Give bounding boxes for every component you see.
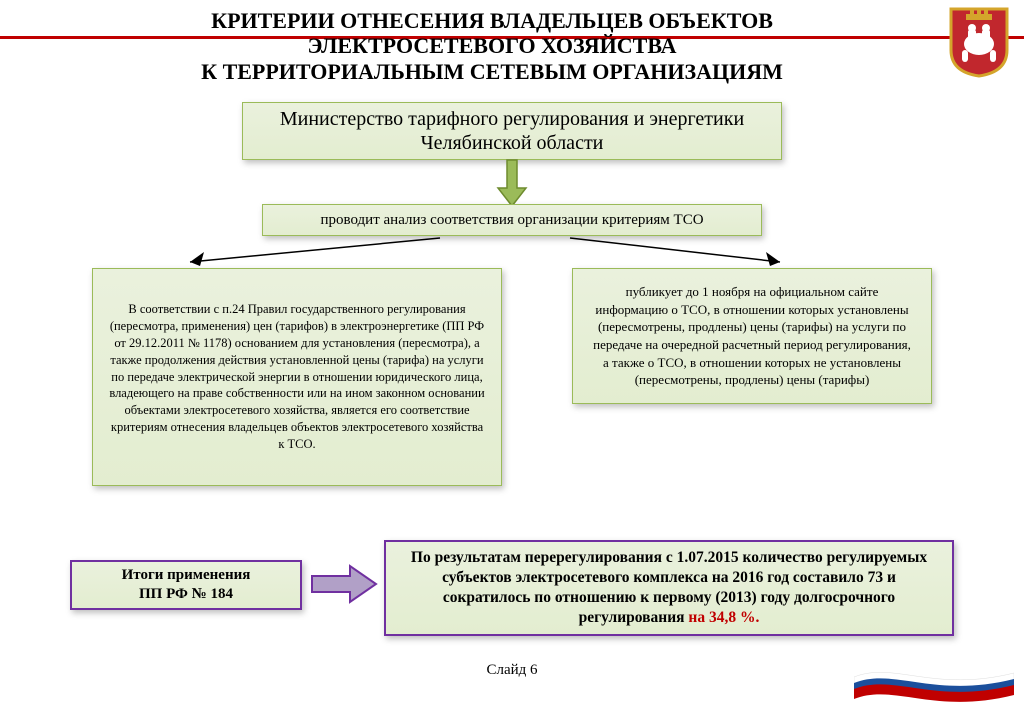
regulation-detail-box: В соответствии с п.24 Правил государстве… xyxy=(92,268,502,486)
itog-line-1: Итоги применения xyxy=(122,567,251,583)
publication-detail-text: публикует до 1 ноября на официальном сай… xyxy=(589,283,915,388)
ministry-box: Министерство тарифного регулирования и э… xyxy=(242,102,782,160)
publication-detail-box: публикует до 1 ноября на официальном сай… xyxy=(572,268,932,404)
arrow-right-icon xyxy=(310,564,380,604)
itog-line-2: ПП РФ № 184 xyxy=(139,586,233,602)
title-line-2: ЭЛЕКТРОСЕТЕВОГО ХОЗЯЙСТВА xyxy=(307,33,676,58)
result-highlight: на 34,8 %. xyxy=(688,609,759,626)
title-line-1: КРИТЕРИИ ОТНЕСЕНИЯ ВЛАДЕЛЬЦЕВ ОБЪЕКТОВ xyxy=(211,8,773,33)
result-prefix: По результатам перерегулирования с 1.07.… xyxy=(411,549,927,626)
region-emblem-icon xyxy=(948,6,1010,78)
arrow-down-icon xyxy=(496,160,528,206)
ministry-text: Министерство тарифного регулирования и э… xyxy=(257,107,767,155)
result-box: По результатам перерегулирования с 1.07.… xyxy=(384,540,954,636)
split-arrow-left-icon xyxy=(160,236,460,270)
slide-title: КРИТЕРИИ ОТНЕСЕНИЯ ВЛАДЕЛЬЦЕВ ОБЪЕКТОВ Э… xyxy=(0,0,1024,88)
regulation-detail-text: В соответствии с п.24 Правил государстве… xyxy=(107,301,487,453)
flag-wave-icon xyxy=(854,659,1014,703)
analysis-box: проводит анализ соответствия организации… xyxy=(262,204,762,236)
itog-box: Итоги применения ПП РФ № 184 xyxy=(70,560,302,610)
split-arrow-right-icon xyxy=(560,236,820,270)
title-line-3: К ТЕРРИТОРИАЛЬНЫМ СЕТЕВЫМ ОРГАНИЗАЦИЯМ xyxy=(201,59,783,84)
analysis-text: проводит анализ соответствия организации… xyxy=(320,212,703,229)
